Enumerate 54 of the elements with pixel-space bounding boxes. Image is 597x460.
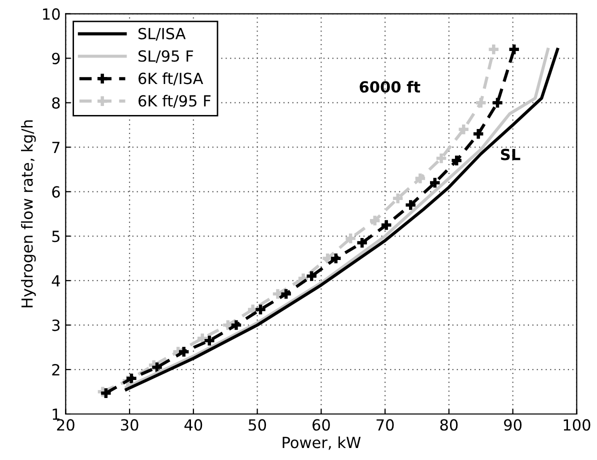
y-tick-label: 3 [52, 320, 60, 332]
y-tick-label: 10 [43, 8, 60, 20]
point [415, 173, 426, 184]
legend-label: SL/ISA [138, 28, 186, 41]
y-tick-label: 9 [52, 52, 60, 64]
point [392, 193, 403, 204]
point [476, 98, 486, 108]
point [152, 362, 162, 372]
x-tick-label: 100 [564, 419, 590, 431]
x-tick-label: 50 [248, 419, 266, 431]
legend-label: SL/95 F [138, 50, 194, 63]
point [231, 320, 242, 330]
point [488, 44, 499, 54]
y-axis-title: Hydrogen flow rate, kg/h [21, 120, 36, 308]
point [452, 156, 462, 166]
point [436, 153, 446, 164]
x-tick-label: 40 [184, 419, 202, 431]
point [256, 304, 266, 314]
x-tick-label: 90 [504, 419, 522, 431]
y-tick-label: 4 [52, 275, 60, 286]
y-tick-label: 6 [52, 186, 60, 198]
y-tick-label: 8 [52, 97, 60, 109]
x-tick-label: 30 [120, 419, 138, 431]
point [357, 238, 367, 248]
point [178, 346, 189, 357]
point [306, 271, 316, 282]
annotation: SL [500, 148, 520, 160]
x-tick-label: 70 [376, 419, 394, 431]
point [370, 216, 380, 226]
x-tick-label: 80 [440, 419, 458, 431]
legend-label: 6K ft/ISA [138, 72, 204, 86]
point [492, 98, 502, 108]
y-tick-label: 5 [52, 230, 60, 242]
y-tick-label: 2 [52, 364, 60, 376]
point [331, 254, 341, 264]
point [509, 44, 519, 54]
annotation: 6000 ft [360, 80, 420, 93]
point [204, 336, 214, 346]
x-tick-label: 20 [57, 419, 74, 431]
point [281, 289, 291, 299]
point [406, 200, 416, 210]
x-tick-label: 60 [312, 419, 330, 431]
legend-label: 6K ft/95 F [138, 94, 211, 108]
point [430, 178, 440, 188]
point [381, 220, 392, 230]
y-tick-label: 1 [52, 408, 60, 420]
point [272, 289, 283, 299]
point [346, 233, 356, 244]
x-axis-title: Power, kW [282, 436, 361, 450]
y-tick-label: 7 [52, 142, 60, 154]
point [458, 124, 468, 134]
point [101, 388, 111, 398]
point [126, 374, 136, 384]
point [473, 129, 484, 139]
